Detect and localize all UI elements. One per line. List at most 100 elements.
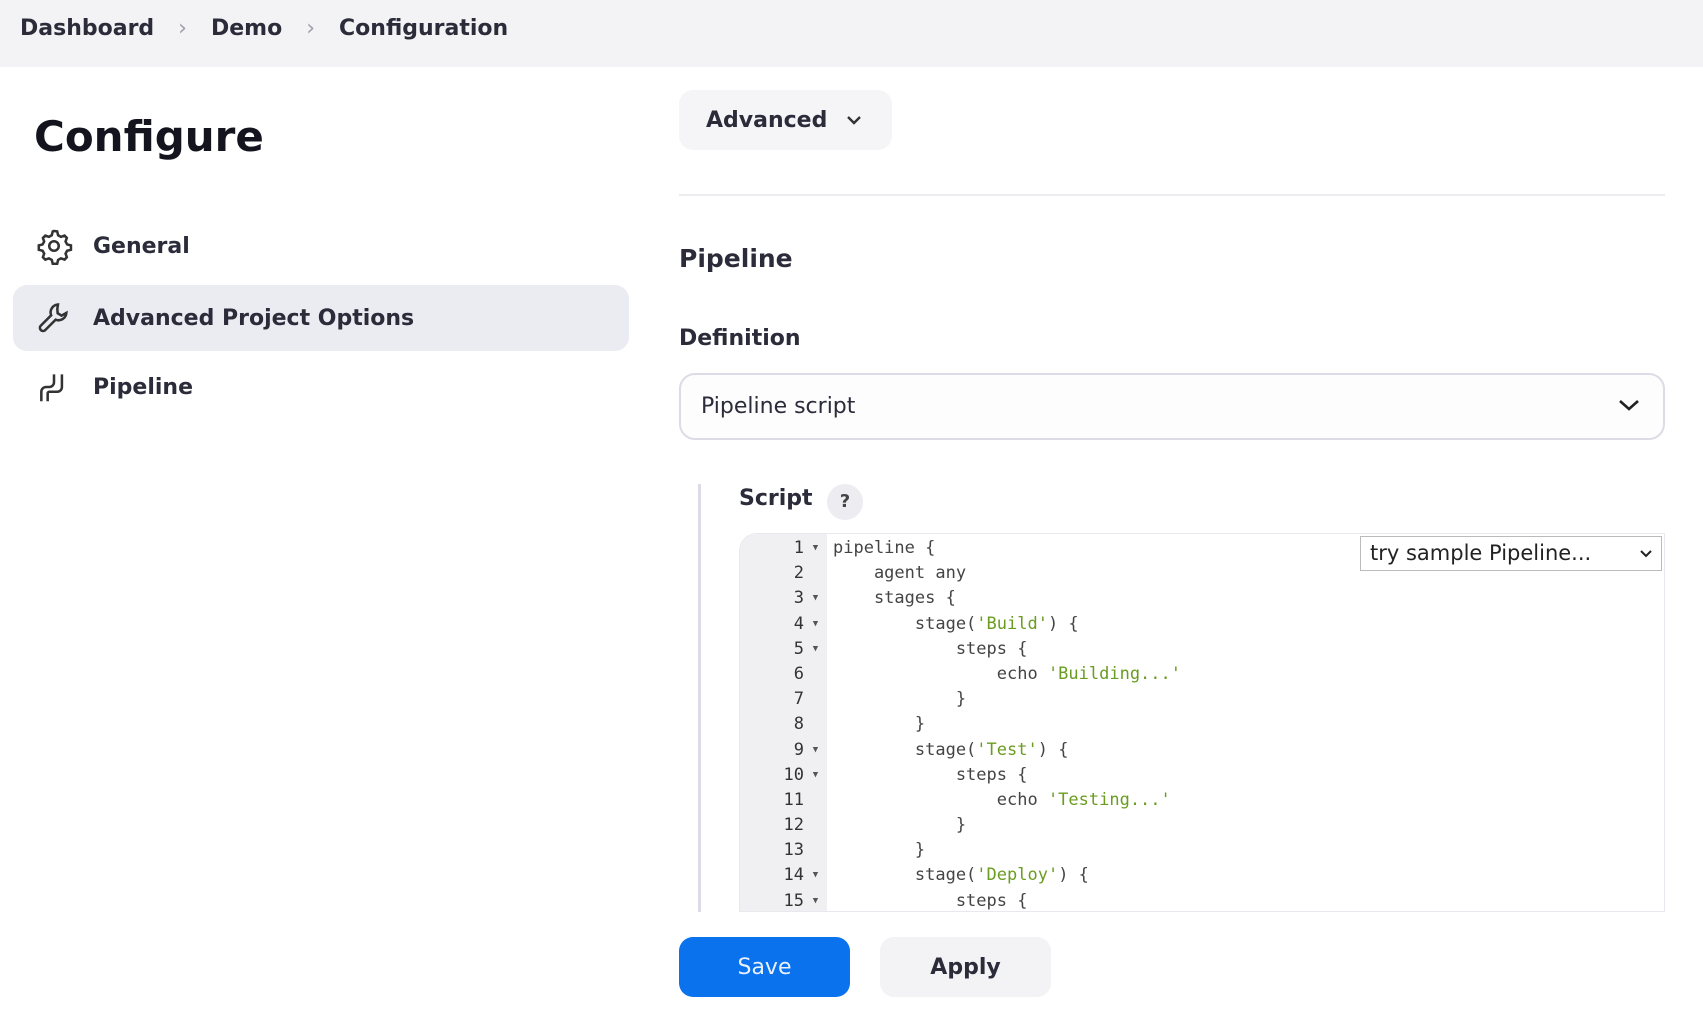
code-text: } bbox=[827, 838, 925, 863]
breadcrumb-demo[interactable]: Demo bbox=[210, 16, 283, 41]
fold-arrow-icon[interactable]: ▼ bbox=[812, 870, 819, 881]
fold-arrow-icon[interactable]: ▼ bbox=[812, 543, 819, 553]
advanced-label: Advanced bbox=[706, 107, 828, 133]
fold-arrow-icon bbox=[804, 561, 827, 586]
fold-arrow-icon[interactable]: ▼ bbox=[812, 769, 819, 780]
save-button[interactable]: Save bbox=[679, 937, 850, 997]
code-part: agent any bbox=[833, 563, 967, 584]
wrench-icon bbox=[38, 303, 68, 333]
fold-arrow-icon bbox=[804, 813, 827, 838]
code-part: pipeline { bbox=[833, 538, 936, 558]
code-line: 11 echo 'Testing...' bbox=[740, 788, 1664, 813]
sidebar-item-label: Pipeline bbox=[93, 374, 193, 400]
code-part: steps { bbox=[833, 890, 1028, 911]
line-number: 8 bbox=[793, 714, 804, 735]
code-part: echo bbox=[833, 663, 1048, 684]
code-text: stages { bbox=[827, 586, 956, 611]
code-line: 4 ▼ stage('Build') { bbox=[740, 612, 1664, 637]
fold-arrow-icon bbox=[804, 838, 827, 863]
definition-label: Definition bbox=[679, 326, 801, 351]
code-part: stage( bbox=[833, 739, 977, 760]
chevron-right-icon: › bbox=[306, 16, 316, 41]
nested-section-bar bbox=[698, 484, 701, 912]
sidebar-item-advanced-project-options[interactable]: Advanced Project Options bbox=[13, 285, 629, 351]
chevron-down-icon bbox=[1640, 550, 1652, 558]
pipeline-icon bbox=[40, 374, 64, 402]
code-line: 14 ▼ stage('Deploy') { bbox=[740, 863, 1664, 888]
breadcrumb: Dashboard › Demo › Configuration bbox=[20, 16, 508, 41]
page-title: Configure bbox=[34, 112, 264, 161]
fold-arrow-icon[interactable]: ▼ bbox=[812, 744, 819, 755]
code-part: steps { bbox=[833, 764, 1028, 785]
line-number: 5 bbox=[793, 638, 804, 659]
code-part: } bbox=[833, 689, 967, 710]
code-line: 15 ▼ steps { bbox=[740, 889, 1664, 911]
fold-arrow-icon bbox=[804, 662, 827, 687]
editor-lines[interactable]: 1 ▼ pipeline {2 agent any 3 ▼ stages {4 ▼ sta… bbox=[740, 536, 1664, 911]
code-part: stages { bbox=[833, 588, 956, 609]
code-part: steps { bbox=[833, 638, 1028, 659]
sidebar-item-general[interactable]: General bbox=[13, 213, 629, 279]
sidebar-item-label: General bbox=[93, 233, 190, 259]
code-text: } bbox=[827, 712, 925, 737]
code-text: } bbox=[827, 813, 966, 838]
code-text: steps { bbox=[827, 889, 1028, 911]
code-text: echo 'Testing...' bbox=[827, 788, 1171, 813]
line-number: 11 bbox=[783, 789, 804, 810]
chevron-right-icon: › bbox=[178, 16, 187, 41]
fold-arrow-icon[interactable]: ▼ bbox=[812, 643, 819, 654]
definition-value: Pipeline script bbox=[701, 394, 856, 419]
code-line: 10 ▼ steps { bbox=[740, 763, 1664, 788]
code-text: echo 'Building...' bbox=[827, 662, 1181, 687]
code-text: steps { bbox=[827, 763, 1028, 788]
line-number: 12 bbox=[783, 815, 804, 836]
fold-arrow-icon[interactable]: ▼ bbox=[812, 593, 819, 604]
section-title: Pipeline bbox=[679, 244, 793, 273]
line-number: 9 bbox=[793, 739, 804, 760]
fold-arrow-icon bbox=[804, 687, 827, 712]
apply-button[interactable]: Apply bbox=[880, 937, 1051, 997]
code-line: 9 ▼ stage('Test') { bbox=[740, 738, 1664, 763]
try-sample-label: try sample Pipeline... bbox=[1370, 541, 1592, 565]
chevron-down-icon bbox=[847, 116, 862, 125]
code-line: 2 agent any bbox=[740, 561, 1664, 586]
code-part: ) { bbox=[1047, 613, 1079, 634]
code-line: 1 ▼ pipeline { bbox=[740, 536, 1664, 561]
code-string: 'Test' bbox=[976, 739, 1038, 760]
try-sample-pipeline-select[interactable]: try sample Pipeline... bbox=[1360, 536, 1662, 571]
code-string: 'Build' bbox=[976, 613, 1048, 634]
code-text: stage('Test') { bbox=[827, 738, 1069, 763]
code-part: } bbox=[833, 714, 926, 735]
definition-select[interactable]: Pipeline script bbox=[679, 373, 1665, 440]
line-number: 7 bbox=[793, 689, 804, 710]
code-line: 12 } bbox=[740, 813, 1664, 838]
code-line: 8 } bbox=[740, 712, 1664, 737]
code-line: 5 ▼ steps { bbox=[740, 637, 1664, 662]
line-number: 13 bbox=[783, 840, 804, 861]
code-line: 6 echo 'Building...' bbox=[740, 662, 1664, 687]
code-part: } bbox=[833, 815, 967, 836]
breadcrumb-dashboard[interactable]: Dashboard bbox=[20, 16, 155, 41]
fold-arrow-icon bbox=[804, 712, 827, 737]
fold-arrow-icon[interactable]: ▼ bbox=[812, 618, 819, 629]
code-part: stage( bbox=[833, 865, 977, 886]
script-label: Script bbox=[739, 486, 813, 511]
advanced-dropdown-button[interactable]: Advanced bbox=[679, 90, 892, 150]
breadcrumb-configuration[interactable]: Configuration bbox=[339, 16, 509, 41]
code-string: 'Testing...' bbox=[1047, 789, 1171, 810]
code-text: agent any bbox=[827, 561, 966, 586]
line-number: 14 bbox=[783, 865, 804, 886]
line-number: 10 bbox=[783, 764, 804, 785]
code-string: 'Deploy' bbox=[976, 865, 1059, 886]
sidebar-item-pipeline[interactable]: Pipeline bbox=[13, 354, 629, 420]
script-editor[interactable]: 1 ▼ pipeline {2 agent any 3 ▼ stages {4 ▼ sta… bbox=[739, 533, 1665, 912]
fold-arrow-icon[interactable]: ▼ bbox=[812, 895, 819, 906]
code-string: 'Building...' bbox=[1047, 663, 1181, 684]
sidebar-item-label: Advanced Project Options bbox=[93, 305, 415, 331]
code-part: ) { bbox=[1058, 865, 1089, 886]
line-number: 1 bbox=[793, 538, 804, 558]
divider bbox=[679, 194, 1665, 196]
help-button[interactable]: ? bbox=[827, 484, 863, 520]
editor-gutter bbox=[740, 534, 827, 911]
code-part: } bbox=[833, 840, 926, 861]
